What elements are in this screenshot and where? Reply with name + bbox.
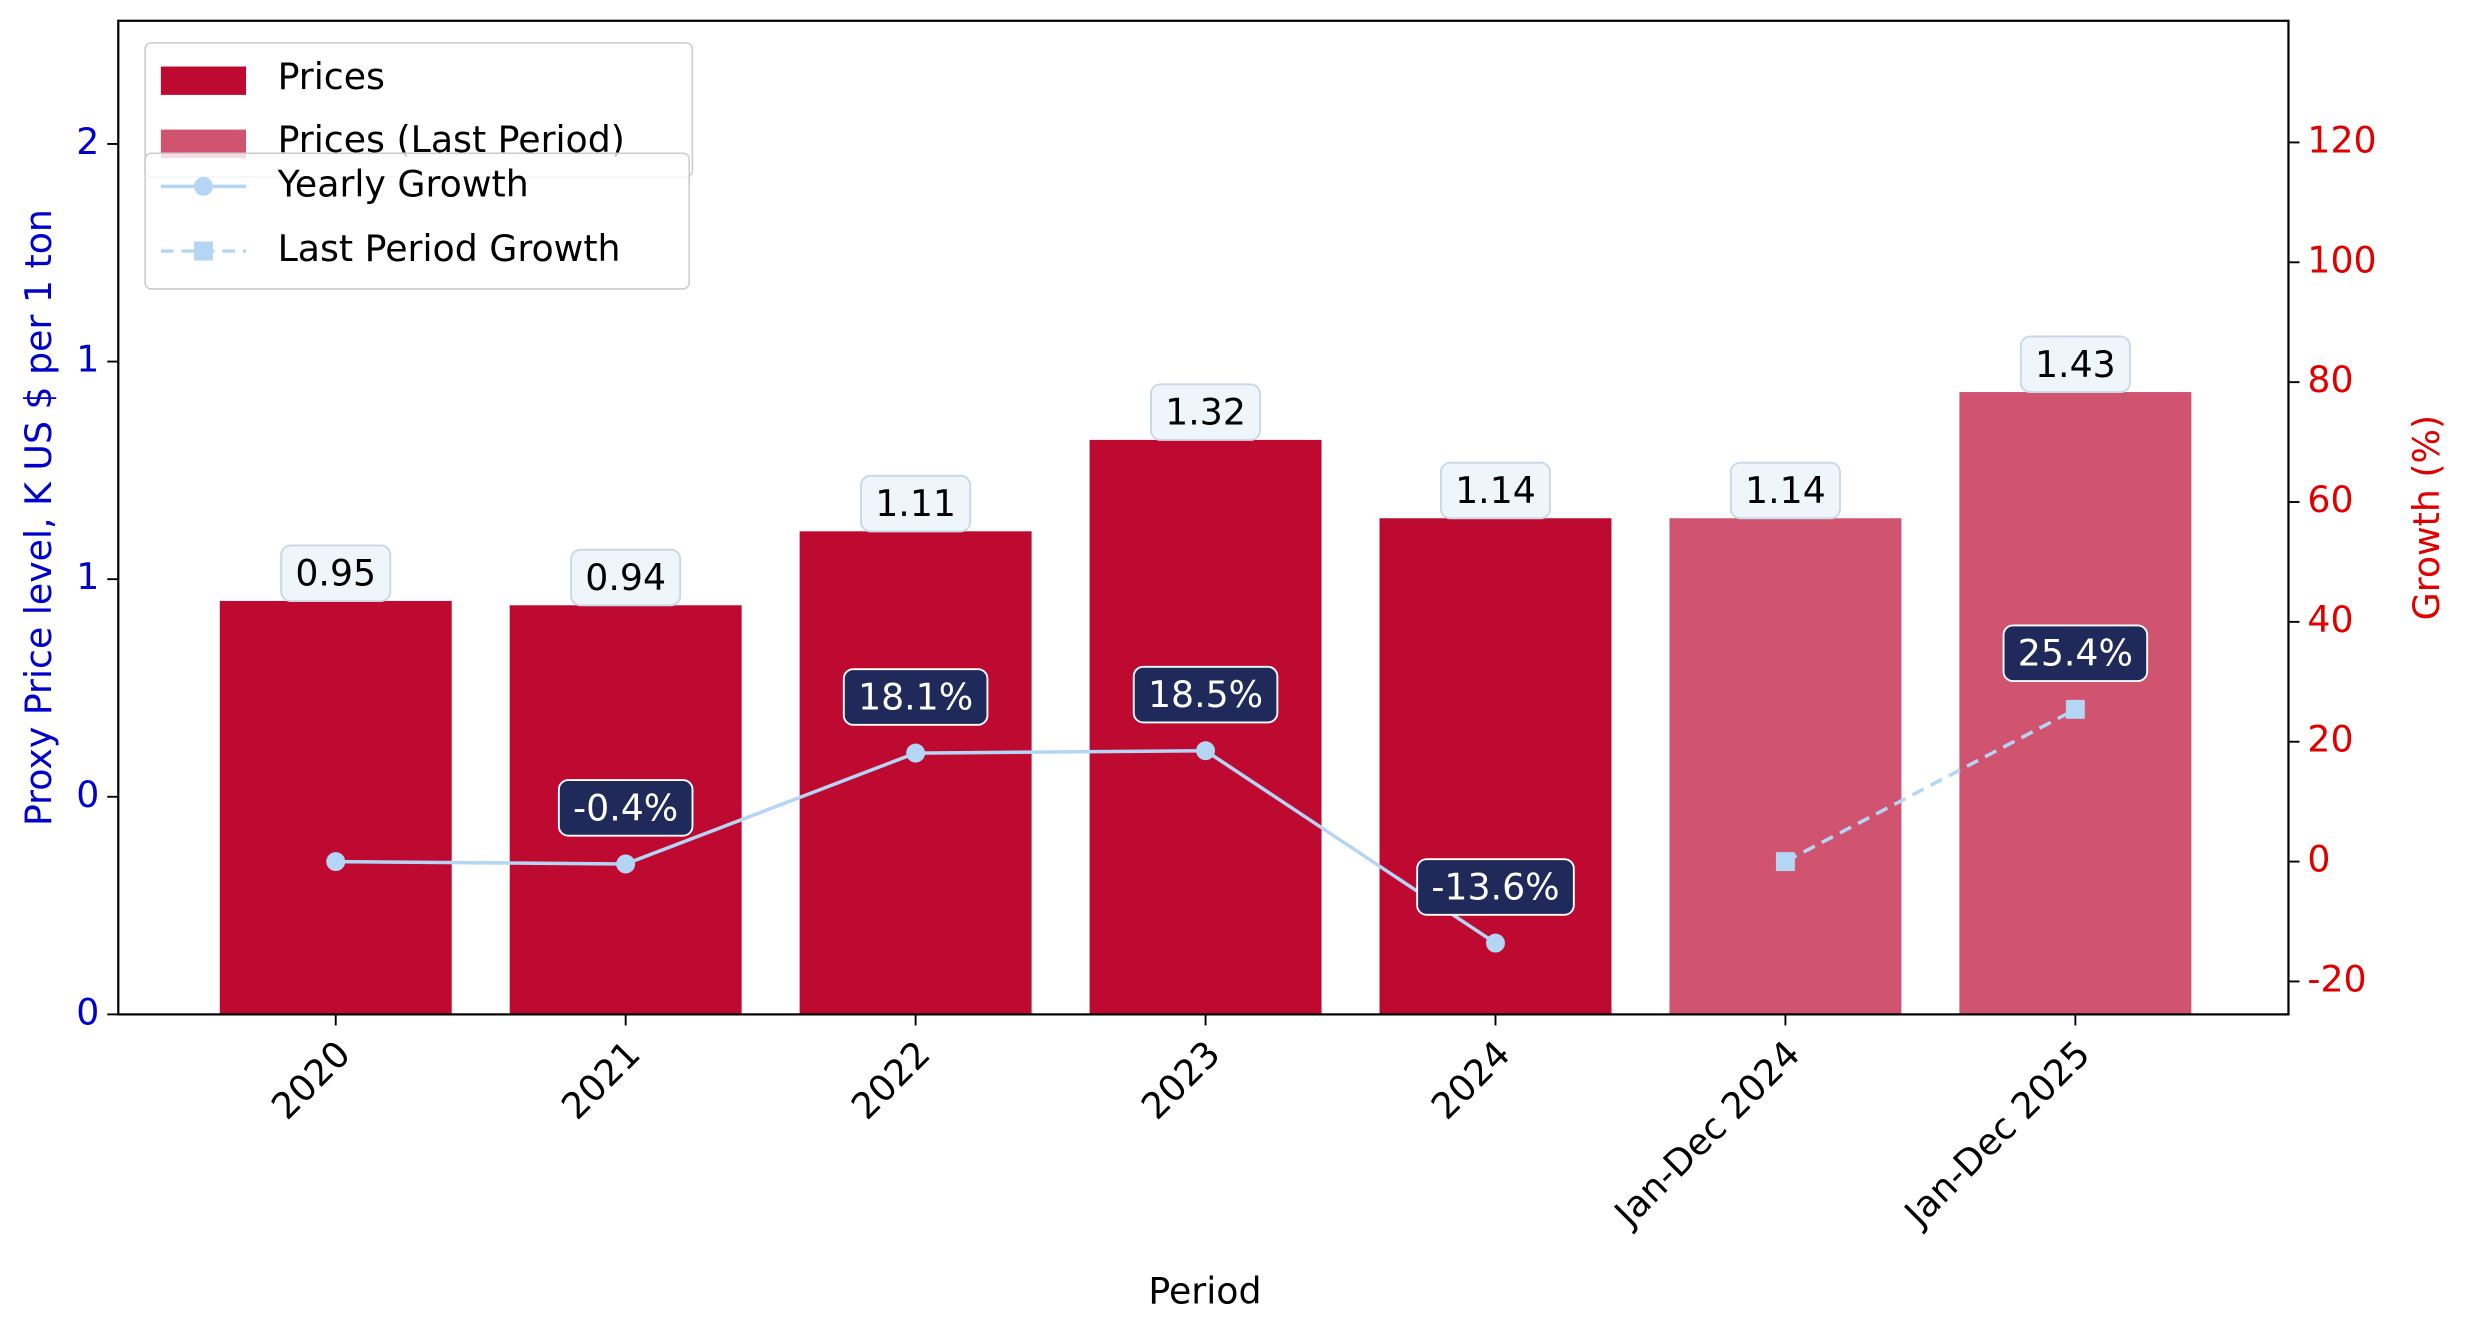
value-label-text: 1.14: [1745, 469, 1826, 512]
marker: [1196, 741, 1216, 761]
legend-label: Last Period Growth: [278, 227, 621, 270]
value-label-text: 18.5%: [1148, 673, 1263, 716]
value-label-text: 18.1%: [858, 675, 973, 718]
value-label-box: [842, 668, 989, 726]
value-label: 1.14: [1729, 461, 1841, 520]
legend-marker: [193, 176, 213, 196]
value-label-text: 25.4%: [2018, 632, 2133, 675]
bar: [219, 600, 452, 1015]
value-label: 18.5%: [1132, 665, 1279, 724]
y2-tick-label: 40: [2307, 598, 2353, 641]
y-tick-label: 0: [76, 773, 99, 816]
value-label: -13.6%: [1416, 858, 1575, 916]
value-label-box: [557, 779, 694, 837]
value-label-box: [860, 474, 972, 533]
y2-tick-label: -20: [2307, 957, 2366, 1000]
bar: [1379, 518, 1612, 1015]
y-tick-label: 1: [76, 338, 99, 381]
value-label-text: 1.43: [2035, 343, 2116, 386]
value-label-box: [2019, 335, 2131, 394]
value-label-box: [1150, 383, 1262, 441]
value-label: 0.95: [280, 544, 392, 602]
marker: [2065, 699, 2085, 719]
y2-tick-label: 60: [2307, 478, 2353, 521]
plot-frame: [117, 19, 2290, 1016]
y-tick-label: 0: [76, 990, 99, 1033]
value-label-box: [2002, 624, 2149, 682]
value-label-text: 0.94: [585, 556, 666, 599]
value-label: 1.11: [860, 474, 972, 533]
legend-label: Prices: [278, 55, 385, 98]
value-label-text: 1.11: [875, 482, 956, 525]
y2-tick-label: 120: [2307, 118, 2376, 161]
value-label: 18.1%: [842, 668, 989, 726]
y-axis-label: Proxy Price level, K US $ per 1 ton: [17, 209, 60, 826]
value-label: 1.14: [1439, 461, 1552, 520]
value-label-box: [1439, 461, 1552, 520]
value-label-box: [280, 544, 392, 602]
legend-marker: [193, 241, 213, 261]
value-label-text: 1.14: [1455, 469, 1536, 512]
value-label-text: 0.95: [295, 552, 376, 595]
value-label-text: -13.6%: [1431, 865, 1559, 908]
value-label: 0.94: [570, 548, 682, 607]
bar: [1669, 518, 1902, 1015]
value-label: -0.4%: [557, 779, 694, 837]
marker: [616, 854, 636, 874]
y2-tick-label: 20: [2307, 718, 2353, 761]
line: [1784, 707, 2077, 864]
y2-tick-label: 0: [2307, 838, 2330, 881]
value-label-text: -0.4%: [573, 786, 678, 829]
value-label-box: [1729, 461, 1841, 520]
y2-axis-label: Growth (%): [2405, 415, 2448, 621]
legend-box: [144, 152, 691, 290]
legend-swatch: [160, 66, 247, 95]
x-axis-label: Period: [1148, 1270, 1261, 1313]
value-label-box: [570, 548, 682, 607]
marker: [1486, 933, 1505, 953]
y2-tick-label: 100: [2307, 238, 2376, 281]
bar: [799, 531, 1032, 1015]
value-label: 1.32: [1150, 383, 1262, 441]
legend-label: Yearly Growth: [277, 162, 529, 205]
y-tick-label: 1: [76, 555, 99, 598]
value-label: 1.43: [2019, 335, 2131, 394]
y-tick-label: 2: [76, 120, 99, 163]
marker: [906, 743, 926, 763]
value-label-text: 1.32: [1165, 391, 1246, 434]
value-label: 25.4%: [2002, 624, 2149, 682]
bar: [1089, 439, 1322, 1015]
value-label-box: [1132, 665, 1279, 724]
y2-tick-label: 80: [2307, 358, 2353, 401]
value-label-box: [1416, 858, 1575, 916]
marker: [1775, 852, 1795, 872]
marker: [326, 852, 346, 872]
